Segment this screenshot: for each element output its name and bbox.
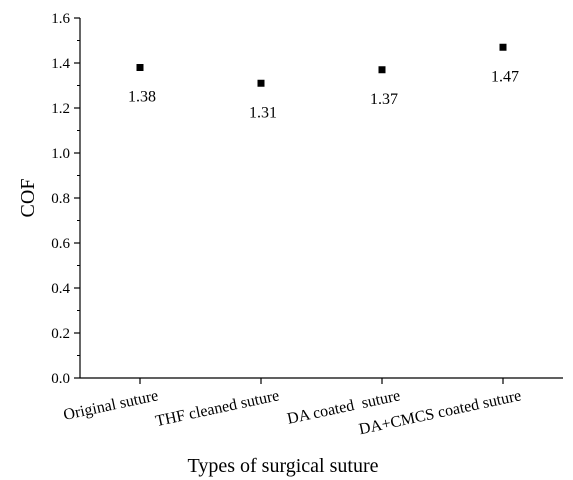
data-point-marker [257, 79, 265, 87]
data-value-label: 1.47 [491, 68, 519, 85]
y-axis-title: COF [17, 179, 39, 218]
y-tick-label: 0.0 [51, 371, 70, 387]
data-value-label: 1.31 [249, 104, 277, 121]
x-axis-title: Types of surgical suture [188, 455, 379, 477]
data-labels: 1.38 1.31 1.37 1.47 [128, 68, 519, 121]
y-tick-label: 1.2 [51, 101, 70, 117]
data-point-marker [378, 66, 386, 74]
data-value-label: 1.37 [370, 91, 398, 108]
y-axis-ticks: 0.0 0.2 0.4 0.6 0.8 1.0 1.2 1.4 1.6 [51, 11, 80, 387]
y-tick-label: 1.0 [51, 146, 70, 162]
y-tick-label: 0.6 [51, 236, 70, 252]
data-value-label: 1.38 [128, 89, 156, 106]
data-point-marker [136, 64, 144, 71]
y-tick-label: 0.4 [51, 281, 70, 297]
y-tick-label: 1.6 [51, 11, 70, 27]
x-tick-label: THF cleaned suture [154, 387, 281, 430]
data-point-marker [499, 43, 507, 51]
y-tick-label: 0.8 [51, 191, 70, 207]
x-tick-label: Original suture [62, 387, 160, 424]
y-tick-label: 1.4 [51, 56, 70, 72]
data-points [136, 43, 507, 87]
y-tick-label: 0.2 [51, 326, 70, 342]
